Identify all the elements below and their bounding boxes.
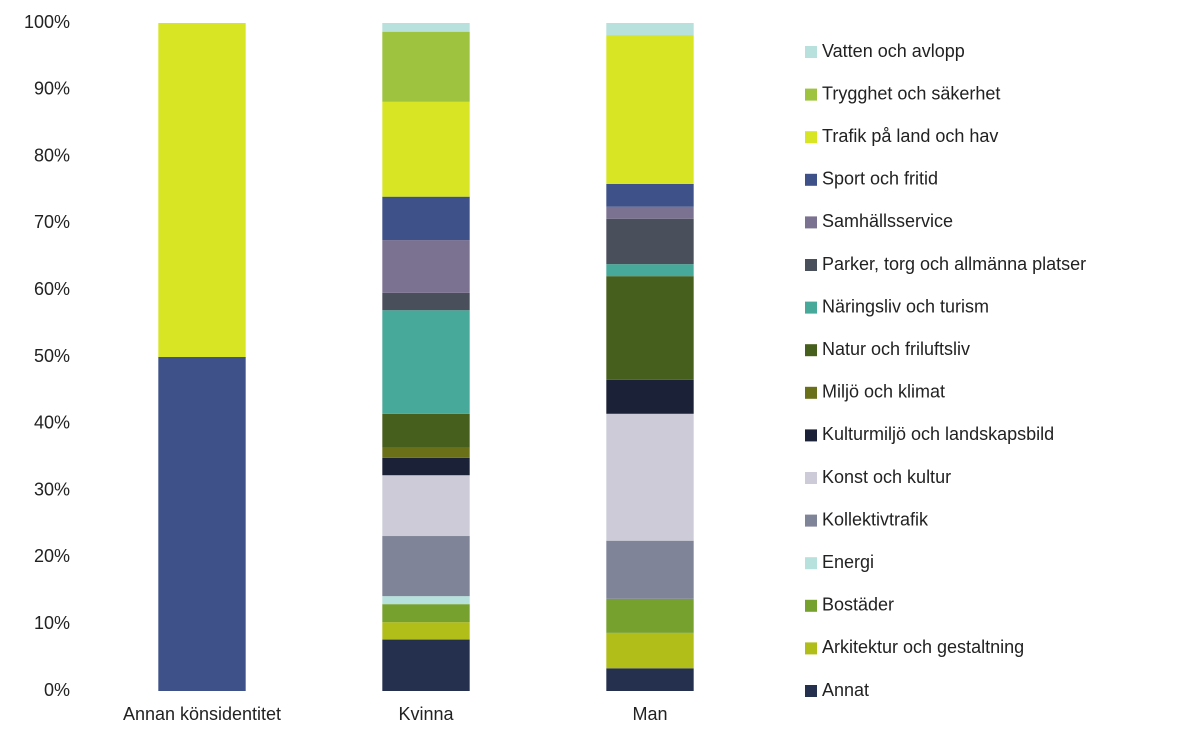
bar-segment: [606, 183, 694, 207]
legend-swatch: [805, 216, 817, 229]
bar-segment: [382, 240, 470, 293]
bar-segment: [606, 632, 694, 669]
y-tick-label: 60%: [34, 279, 70, 299]
legend-swatch: [805, 173, 817, 186]
bar-segment: [606, 264, 694, 277]
bar-segment: [158, 357, 246, 691]
y-tick-label: 90%: [34, 79, 70, 99]
legend-swatch: [805, 301, 817, 314]
legend-label: Vatten och avlopp: [822, 41, 965, 61]
bar-segment: [606, 23, 694, 36]
bar-segment: [382, 604, 470, 623]
bar-segment: [382, 31, 470, 102]
legend-label: Annat: [822, 680, 869, 700]
bar-segment: [382, 457, 470, 476]
legend-label: Parker, torg och allmänna platser: [822, 254, 1086, 274]
legend-swatch: [805, 642, 817, 655]
legend-swatch: [805, 131, 817, 144]
bar-segment: [606, 218, 694, 265]
legend-swatch: [805, 599, 817, 612]
bar-segment: [382, 413, 470, 448]
y-tick-label: 0%: [44, 680, 70, 700]
legend-swatch: [805, 344, 817, 357]
bar-segment: [382, 596, 470, 605]
legend-label: Konst och kultur: [822, 467, 951, 487]
legend-label: Bostäder: [822, 595, 894, 615]
y-tick-label: 30%: [34, 479, 70, 499]
bar-segment: [606, 668, 694, 691]
legend-label: Samhällsservice: [822, 211, 953, 231]
y-tick-label: 20%: [34, 546, 70, 566]
legend-swatch: [805, 386, 817, 399]
legend-label: Natur och friluftsliv: [822, 339, 970, 359]
y-tick-label: 100%: [24, 12, 70, 32]
legend-label: Näringsliv och turism: [822, 296, 989, 316]
legend-label: Trygghet och säkerhet: [822, 83, 1000, 103]
legend-swatch: [805, 429, 817, 442]
bar-segment: [606, 598, 694, 633]
legend-swatch: [805, 46, 817, 58]
y-tick-label: 10%: [34, 613, 70, 633]
y-tick-label: 50%: [34, 346, 70, 366]
y-tick-label: 80%: [34, 145, 70, 165]
bar-segment: [382, 310, 470, 414]
bar-segment: [382, 536, 470, 597]
legend-swatch: [805, 514, 817, 527]
legend-label: Kollektivtrafik: [822, 509, 929, 529]
bar-segment: [606, 35, 694, 184]
bar-segment: [382, 639, 470, 691]
bar-segment: [382, 475, 470, 537]
bar-segment: [606, 206, 694, 219]
legend-swatch: [805, 472, 817, 484]
bar-segment: [382, 447, 470, 458]
bar-segment: [382, 101, 470, 197]
bar-segment: [382, 622, 470, 640]
legend-swatch: [805, 685, 817, 697]
bar-segment: [382, 196, 470, 241]
x-tick-label: Man: [632, 704, 667, 724]
bar-segment: [382, 292, 470, 311]
legend-swatch: [805, 557, 817, 570]
legend-label: Miljö och klimat: [822, 382, 945, 402]
legend-label: Arkitektur och gestaltning: [822, 637, 1024, 657]
x-tick-label: Kvinna: [398, 704, 454, 724]
bar-segment: [606, 540, 694, 599]
bar-segment: [382, 23, 470, 32]
legend-label: Kulturmiljö och landskapsbild: [822, 424, 1054, 444]
y-tick-label: 40%: [34, 413, 70, 433]
bar-segment: [606, 276, 694, 380]
bar-segment: [606, 413, 694, 541]
bar-segment: [158, 23, 246, 357]
x-tick-label: Annan könsidentitet: [123, 704, 281, 724]
legend-swatch: [805, 259, 817, 271]
legend-swatch: [805, 88, 817, 101]
legend-label: Trafik på land och hav: [822, 126, 998, 146]
y-tick-label: 70%: [34, 212, 70, 232]
legend-label: Sport och fritid: [822, 169, 938, 189]
legend-label: Energi: [822, 552, 874, 572]
bar-segment: [606, 379, 694, 414]
